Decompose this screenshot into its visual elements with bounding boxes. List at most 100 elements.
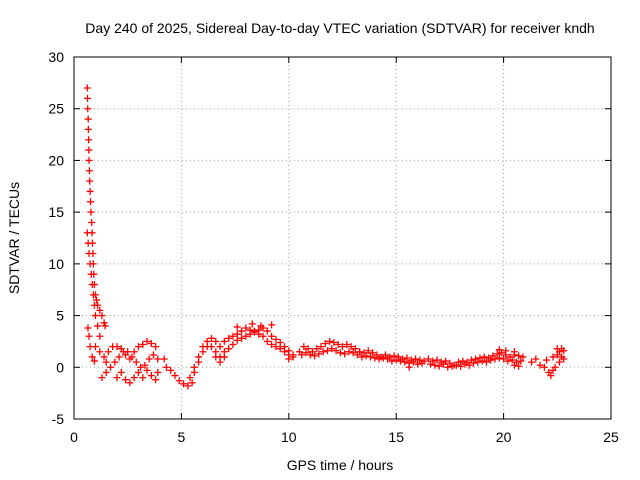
data-point [117, 345, 125, 353]
data-point [90, 301, 98, 309]
data-point [207, 343, 215, 351]
data-point [379, 354, 387, 362]
y-tick-label: 30 [48, 49, 64, 65]
data-point [268, 321, 276, 329]
data-point [495, 346, 503, 354]
data-point [113, 374, 121, 382]
data-point [339, 343, 346, 351]
data-point [107, 363, 115, 371]
data-point [225, 345, 233, 353]
data-point [130, 348, 138, 356]
data-point [85, 332, 93, 340]
data-point [268, 332, 276, 340]
data-point [306, 351, 314, 359]
data-point [482, 358, 490, 366]
data-point [117, 368, 125, 376]
y-tick-label: 10 [48, 256, 64, 272]
data-point [457, 362, 465, 370]
data-point [461, 360, 469, 368]
data-point [555, 358, 563, 366]
data-point [384, 355, 392, 363]
data-point [126, 379, 134, 387]
data-point [102, 368, 110, 376]
data-point [162, 363, 170, 371]
plot-frame [73, 56, 612, 420]
data-point [403, 354, 411, 362]
data-point [90, 357, 98, 365]
data-point [424, 355, 432, 363]
data-point [375, 355, 383, 363]
data-point [91, 312, 99, 320]
data-point [470, 359, 478, 367]
data-point [143, 337, 151, 345]
data-point [540, 363, 548, 371]
y-axis: -5 0 5 10 15 20 25 30 [48, 49, 611, 427]
data-point [220, 337, 228, 345]
data-point [289, 353, 297, 361]
data-point [139, 341, 147, 349]
data-point [493, 350, 501, 358]
grid [74, 57, 611, 419]
data-point [302, 349, 310, 357]
data-point [242, 332, 250, 340]
data-point [87, 270, 95, 278]
data-point [180, 380, 188, 388]
data-point [96, 348, 104, 356]
data-point [388, 357, 396, 365]
y-axis-label: SDTVAR / TECUs [6, 182, 22, 294]
data-point [122, 351, 130, 359]
data-point [137, 363, 145, 371]
data-point [313, 345, 321, 353]
y-tick-label: 5 [56, 308, 64, 324]
data-point [233, 323, 241, 331]
data-point [300, 343, 308, 351]
data-point [418, 359, 426, 367]
data-point [91, 343, 99, 351]
data-point [111, 358, 119, 366]
data-point [474, 358, 482, 366]
data-point [85, 156, 93, 164]
data-point [147, 339, 155, 347]
data-point [154, 355, 162, 363]
data-point [233, 330, 241, 338]
data-point [298, 351, 306, 359]
data-point [102, 358, 110, 366]
data-point [345, 348, 353, 356]
data-point [364, 347, 372, 355]
data-point [212, 337, 220, 345]
data-point [98, 374, 106, 382]
data-point [85, 136, 93, 144]
data-point [396, 357, 404, 365]
data-point [560, 347, 568, 355]
data-point [149, 351, 157, 359]
data-point [86, 177, 94, 185]
data-point [263, 327, 271, 335]
y-tick-label: 25 [48, 101, 64, 117]
data-point [439, 360, 447, 368]
data-point [171, 372, 179, 380]
data-point [229, 341, 237, 349]
data-point [83, 84, 91, 92]
data-point [85, 250, 93, 258]
data-point [122, 376, 130, 384]
data-point [216, 358, 224, 366]
data-point [347, 343, 355, 351]
data-point [134, 368, 142, 376]
data-point [84, 239, 92, 247]
data-point [238, 327, 246, 335]
data-point [448, 362, 456, 370]
data-point [369, 349, 377, 357]
data-point [510, 361, 518, 369]
data-point [528, 358, 536, 366]
y-tick-label: 0 [56, 359, 64, 375]
data-point [84, 324, 92, 332]
data-point [519, 353, 527, 361]
data-point [259, 332, 267, 340]
data-point [84, 94, 92, 102]
data-point [272, 343, 280, 351]
data-point [250, 327, 258, 335]
data-point [207, 334, 215, 342]
x-tick-label: 5 [178, 429, 186, 445]
data-point [152, 376, 160, 384]
data-point [145, 355, 153, 363]
